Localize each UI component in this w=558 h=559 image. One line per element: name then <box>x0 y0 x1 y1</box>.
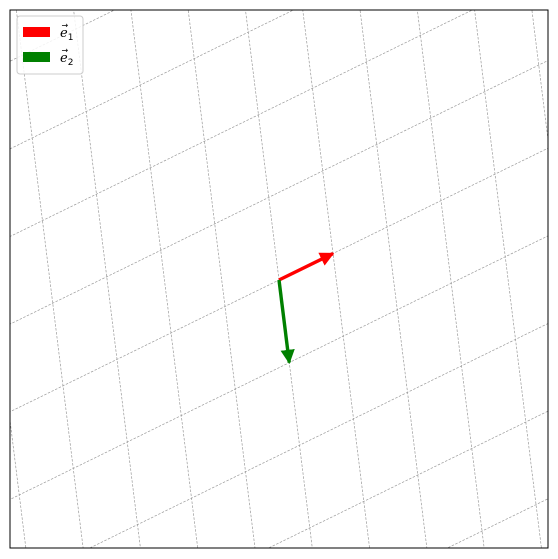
vector-e1 <box>278 252 335 282</box>
legend-swatch-e1 <box>23 27 50 37</box>
legend-arrow-accent-e1: → <box>62 21 69 30</box>
legend-arrow-accent-e2: → <box>62 46 69 55</box>
legend-swatch-e2 <box>23 52 50 62</box>
vector-e2 <box>277 279 295 365</box>
axes-frame <box>9 9 549 549</box>
legend-label-e2: e2 <box>60 51 73 68</box>
vectors <box>277 252 335 365</box>
legend: e1 → e2 → <box>16 15 84 75</box>
legend-label-e1: e1 <box>60 26 73 43</box>
